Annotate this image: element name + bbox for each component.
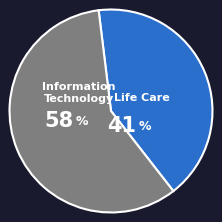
Text: %: % <box>138 120 151 133</box>
Text: 41: 41 <box>107 116 136 136</box>
Text: Information
Technology: Information Technology <box>42 82 115 103</box>
Text: %: % <box>75 115 88 128</box>
Text: 58: 58 <box>44 111 73 131</box>
Wedge shape <box>10 10 173 212</box>
Wedge shape <box>99 10 212 191</box>
Text: Life Care: Life Care <box>114 93 169 103</box>
